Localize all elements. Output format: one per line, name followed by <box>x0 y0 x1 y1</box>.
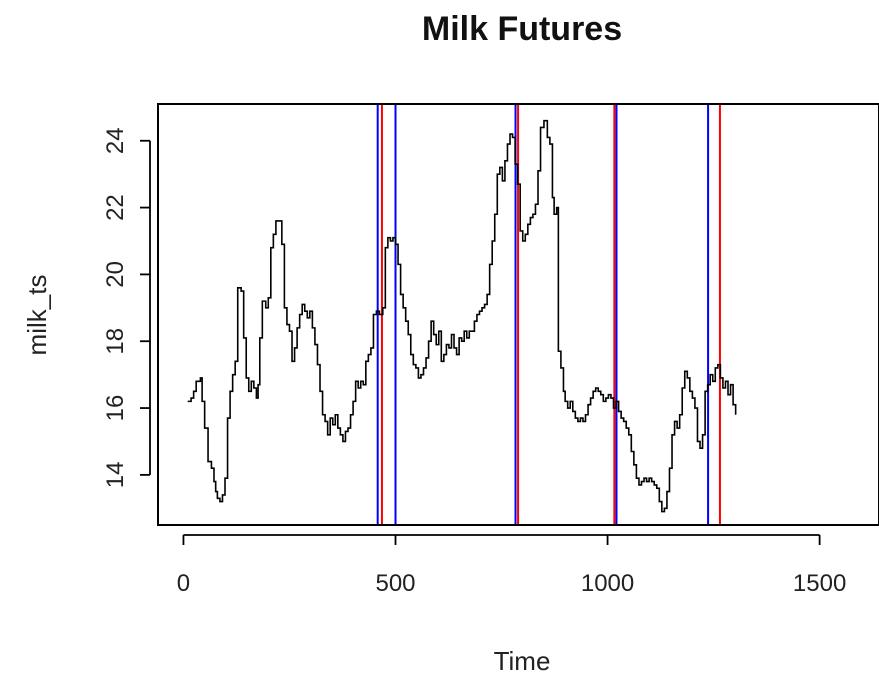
y-tick-label: 18 <box>102 328 129 355</box>
plot-area <box>157 103 879 526</box>
y-tick-label: 24 <box>102 127 129 154</box>
x-tick-label: 500 <box>375 570 415 597</box>
x-axis-label: Time <box>494 646 551 676</box>
x-tick-label: 1500 <box>793 570 846 597</box>
x-axis: 0 500 1000 1500 <box>177 534 846 597</box>
milk-series-line <box>187 119 737 513</box>
x-tick-label: 1000 <box>581 570 634 597</box>
y-axis: 14 16 18 20 22 24 <box>102 127 151 489</box>
plot-frame <box>157 103 879 526</box>
vertical-lines <box>376 104 721 525</box>
y-tick-label: 20 <box>102 261 129 288</box>
y-axis-label: milk_ts <box>22 275 52 356</box>
y-tick-label: 22 <box>102 194 129 221</box>
y-tick-label: 16 <box>102 395 129 422</box>
chart-title: Milk Futures <box>422 10 622 48</box>
x-tick-label: 0 <box>177 570 190 597</box>
y-tick-label: 14 <box>102 462 129 489</box>
